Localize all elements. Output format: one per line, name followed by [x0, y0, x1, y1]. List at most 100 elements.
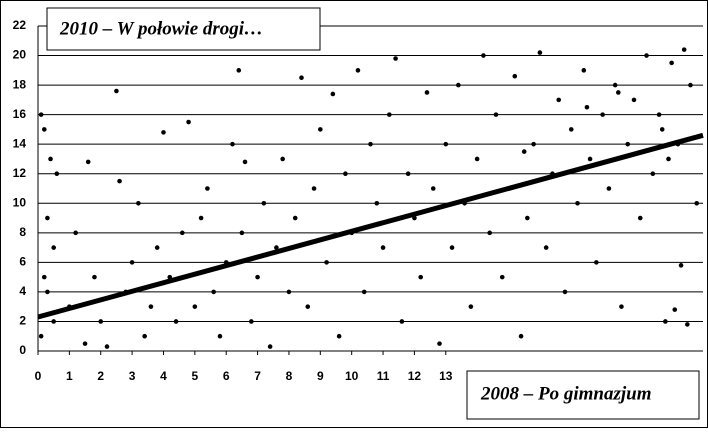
point	[437, 341, 442, 346]
point	[678, 263, 684, 268]
y-tick-label: 0	[19, 343, 26, 357]
point	[631, 97, 637, 103]
point	[685, 322, 690, 327]
point	[669, 60, 674, 66]
point	[179, 230, 185, 236]
y-tick-label: 20	[13, 48, 27, 62]
point	[217, 333, 223, 339]
point	[249, 319, 254, 324]
point	[299, 75, 304, 81]
point	[51, 245, 56, 250]
point	[581, 68, 587, 73]
point	[311, 186, 317, 191]
point	[242, 159, 248, 165]
point	[48, 156, 53, 162]
y-tick-label: 14	[13, 136, 27, 150]
point	[305, 304, 311, 309]
point	[456, 82, 461, 88]
point	[129, 260, 135, 265]
point	[286, 289, 292, 295]
x-tick-label: 4	[160, 369, 167, 383]
point	[644, 53, 649, 58]
point	[239, 230, 245, 236]
point	[405, 171, 411, 177]
point	[616, 90, 621, 95]
point	[173, 319, 179, 324]
point	[41, 274, 47, 280]
point	[267, 344, 273, 349]
point	[104, 344, 110, 349]
point	[41, 127, 47, 132]
point	[136, 200, 141, 206]
point	[261, 200, 267, 206]
x-tick-label: 7	[254, 369, 261, 383]
point	[368, 141, 373, 147]
x-tick-label: 5	[191, 369, 198, 383]
point	[292, 215, 298, 221]
x-tick-label: 12	[408, 369, 422, 383]
point	[154, 245, 160, 250]
point	[54, 171, 60, 177]
point	[468, 304, 474, 309]
point	[330, 91, 336, 97]
point	[355, 68, 361, 73]
point	[518, 333, 524, 339]
point	[211, 289, 216, 295]
point	[142, 333, 147, 339]
y-tick-label: 8	[19, 225, 26, 239]
point	[537, 50, 543, 55]
point	[594, 260, 599, 265]
point	[324, 260, 329, 265]
trend-line	[37, 132, 704, 320]
point	[92, 274, 97, 280]
point	[236, 68, 242, 73]
point	[606, 186, 612, 191]
point	[424, 90, 430, 95]
point	[361, 289, 367, 295]
point	[418, 274, 423, 280]
point	[192, 304, 198, 309]
y-tick-label: 12	[13, 166, 27, 180]
point	[82, 341, 88, 346]
point	[45, 215, 50, 221]
point	[430, 186, 436, 191]
point	[637, 215, 643, 221]
point	[487, 230, 492, 236]
ylabel-box	[46, 7, 321, 51]
point	[600, 112, 605, 117]
point	[255, 274, 260, 280]
y-tick-label: 4	[19, 284, 26, 298]
point	[186, 119, 191, 125]
point	[85, 159, 91, 165]
x-tick-label: 2	[97, 369, 104, 383]
point	[556, 97, 562, 103]
point	[274, 245, 279, 250]
y-axis-label: 2010 – W połowie drogi…	[59, 18, 263, 39]
point	[399, 319, 405, 324]
point	[387, 112, 392, 117]
point	[393, 56, 398, 61]
point	[584, 104, 590, 110]
point	[205, 186, 210, 191]
point	[659, 127, 665, 132]
xlabel-box	[466, 370, 700, 420]
x-tick-label: 6	[223, 369, 230, 383]
point	[575, 200, 580, 206]
point	[625, 141, 631, 147]
point	[499, 274, 505, 280]
x-tick-label: 0	[35, 369, 42, 383]
point	[443, 141, 449, 147]
x-tick-label: 11	[377, 369, 390, 383]
y-tick-label: 6	[19, 255, 26, 269]
point	[521, 149, 527, 154]
point	[38, 333, 44, 339]
x-tick-label: 8	[286, 369, 293, 383]
point	[380, 245, 386, 250]
point	[161, 130, 166, 135]
x-tick-label: 3	[129, 369, 136, 383]
point	[336, 333, 342, 339]
point	[51, 319, 56, 324]
